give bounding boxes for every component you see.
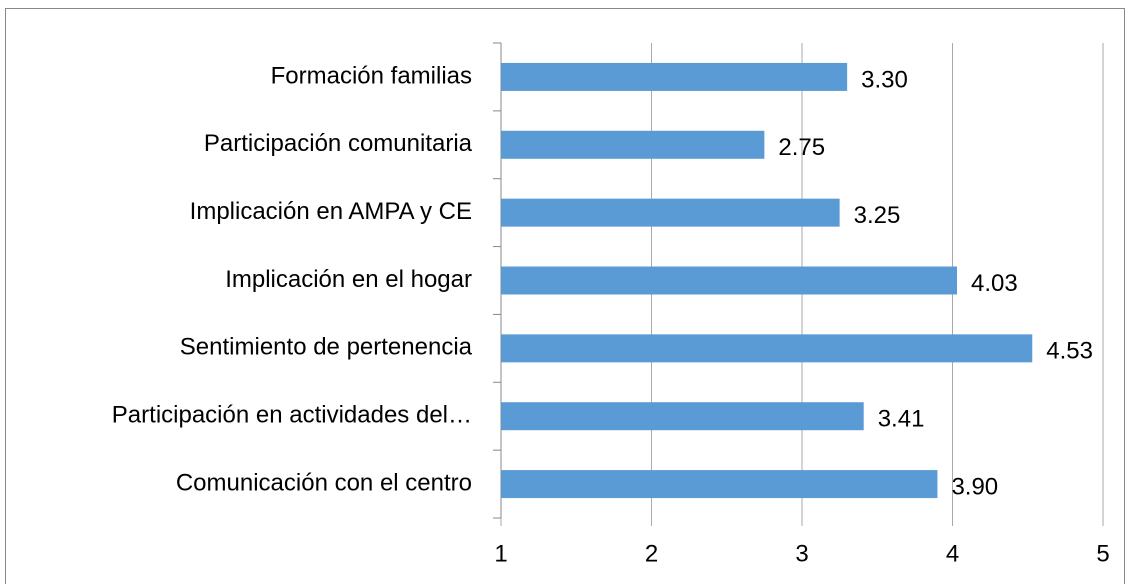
y-tick-label: Comunicación con el centro <box>176 469 472 496</box>
x-tick-label: 1 <box>494 540 507 567</box>
bar <box>501 266 958 295</box>
data-label: 3.30 <box>861 66 908 93</box>
data-label: 4.03 <box>971 270 1018 297</box>
y-tick-label: Participación comunitaria <box>204 130 473 157</box>
x-tick-label: 2 <box>645 540 658 567</box>
x-tick-label: 4 <box>946 540 959 567</box>
y-tick-label: Participación en actividades del… <box>112 402 472 429</box>
data-label: 3.41 <box>878 406 925 433</box>
data-label: 4.53 <box>1046 338 1093 365</box>
data-label: 2.75 <box>778 134 825 161</box>
bar <box>501 198 840 227</box>
y-tick-label: Formación familias <box>271 62 472 89</box>
x-tick-label: 3 <box>795 540 808 567</box>
bar <box>501 62 848 91</box>
bar <box>501 470 938 499</box>
x-tick-label: 5 <box>1096 540 1109 567</box>
data-label: 3.25 <box>854 202 901 229</box>
chart-frame <box>5 8 1125 584</box>
y-tick-label: Implicación en el hogar <box>225 266 472 293</box>
bar <box>501 334 1033 363</box>
y-tick-label: Implicación en AMPA y CE <box>190 198 472 225</box>
bar <box>501 130 765 159</box>
bar <box>501 402 864 431</box>
data-label: 3.90 <box>951 473 998 500</box>
y-tick-label: Sentimiento de pertenencia <box>180 334 473 361</box>
